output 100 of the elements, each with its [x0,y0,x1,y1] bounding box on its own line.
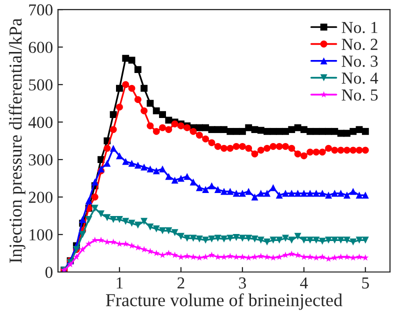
point [91,194,98,200]
point [91,204,98,212]
point [238,142,246,150]
point [318,238,326,245]
point [196,254,203,261]
point [159,165,166,172]
point [226,252,234,260]
point [208,139,216,146]
point [282,234,289,242]
point [331,128,338,135]
y-tick-label: 100 [30,229,53,240]
point [343,192,350,199]
point [276,192,283,199]
point [325,192,332,199]
point [208,126,216,134]
point [202,186,210,194]
point [122,158,130,165]
point [140,84,148,92]
point [331,236,338,244]
point [177,174,184,182]
point [270,184,277,192]
point [337,146,344,154]
point [73,254,80,260]
point [190,178,197,186]
point [312,190,320,197]
point [288,144,296,152]
point [325,144,332,152]
point [92,236,98,243]
y-axis-title: Injection pressure differential/kPa [8,18,26,263]
point [146,100,154,107]
point [159,111,166,118]
point [257,146,264,154]
x-tick-label: 5 [362,278,369,289]
point [350,128,357,135]
point [122,54,130,62]
point [343,130,350,137]
point [238,234,246,242]
y-tick-label: 0 [45,266,53,278]
point [134,222,142,229]
point [165,126,172,134]
point [85,240,92,247]
point [134,244,142,250]
legend-label: No. 5 [342,90,378,101]
point [264,190,271,197]
point [294,150,302,158]
point [116,216,123,223]
point [251,236,258,242]
point [318,148,326,156]
point [264,238,271,246]
x-axis-title: Fracture volume of brineinjected [106,293,342,310]
point [343,146,350,154]
point [134,96,142,104]
point [128,160,136,167]
y-tick-label: 600 [28,42,53,54]
point [288,236,296,244]
point [312,148,320,156]
point [110,126,117,134]
point [238,190,246,197]
point [245,124,252,132]
point [171,176,178,184]
point [116,104,123,111]
point [270,236,277,244]
point [196,184,203,192]
point [140,164,148,171]
point [134,66,142,74]
point [104,144,111,152]
point [178,254,184,260]
point [214,186,222,194]
point [270,142,277,150]
point [282,190,289,197]
point [226,188,234,195]
point [152,167,160,174]
point [220,126,228,134]
point [214,254,222,260]
point [362,236,369,244]
point [251,254,258,260]
point [116,84,123,92]
point [104,160,111,167]
point [288,126,296,134]
x-tick-label: 3 [239,277,246,289]
point [110,111,117,118]
point [153,250,160,256]
point [257,190,264,197]
point [184,172,191,180]
point [79,231,86,238]
point [270,128,277,135]
point [128,84,136,92]
point [312,236,320,244]
point [232,234,240,241]
y-tick-label: 300 [28,154,53,166]
point [251,194,258,200]
point [343,236,350,244]
point [264,254,270,260]
y-tick-label: 500 [29,79,53,91]
point [232,254,240,260]
point [306,148,314,156]
legend-label: No. 2 [342,38,378,50]
point [159,227,166,234]
legend-label: No. 4 [342,72,378,84]
y-tick-label: 700 [29,4,53,16]
